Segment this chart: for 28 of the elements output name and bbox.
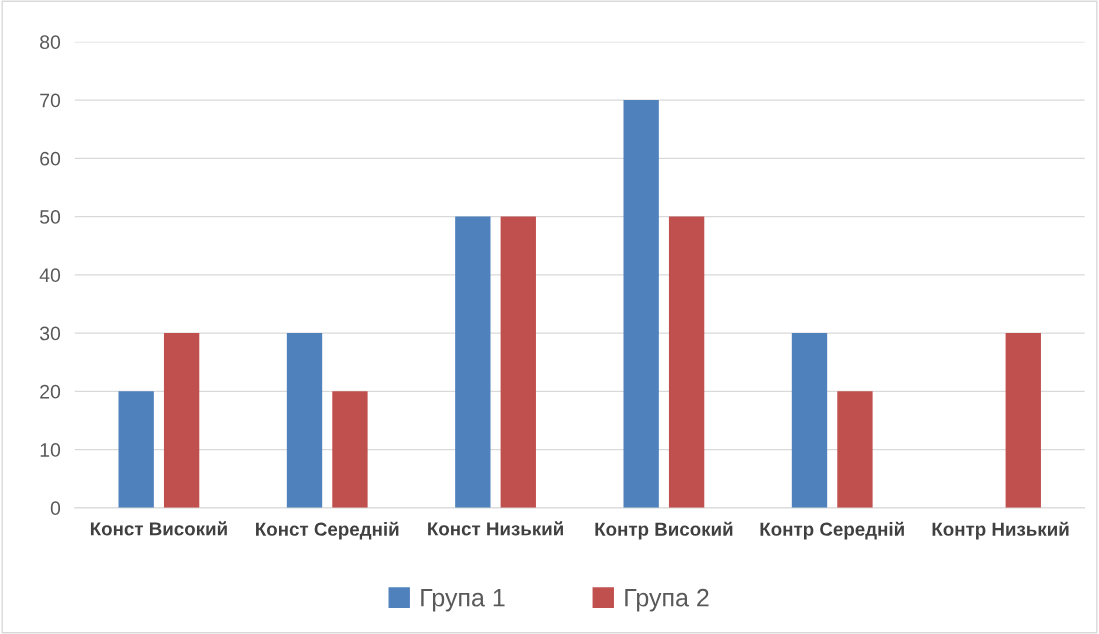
bar — [286, 333, 323, 508]
x-tick-label: Конст Високий — [90, 521, 227, 536]
y-tick-label: 50 — [40, 210, 61, 224]
y-tick-label: 80 — [40, 35, 61, 50]
x-tick-label: Конст Середній — [256, 521, 399, 540]
y-tick-label: 20 — [40, 384, 61, 399]
y-tick-label: 30 — [39, 326, 61, 341]
x-tick-label: Контр Високий — [595, 521, 733, 540]
bar — [623, 100, 659, 508]
x-tick-label: Контр Низький — [932, 521, 1069, 540]
bar — [791, 333, 828, 508]
y-tick-label: 70 — [40, 93, 61, 108]
bar — [837, 391, 873, 508]
bar — [118, 391, 154, 508]
bar — [455, 216, 491, 508]
bar — [332, 391, 368, 508]
legend-label: Група 1 — [421, 589, 505, 612]
y-tick-label: 0 — [50, 501, 61, 516]
y-tick-label: 60 — [40, 151, 61, 166]
bar — [1005, 333, 1041, 508]
y-tick-label: 10 — [40, 443, 61, 457]
bar — [500, 216, 536, 508]
bar — [668, 216, 705, 508]
legend-label: Група 2 — [625, 588, 709, 612]
x-tick-label: Конст Низький — [428, 521, 563, 536]
y-tick-label: 40 — [39, 268, 61, 283]
bar — [163, 333, 200, 508]
x-tick-label: Контр Середній — [760, 521, 904, 540]
